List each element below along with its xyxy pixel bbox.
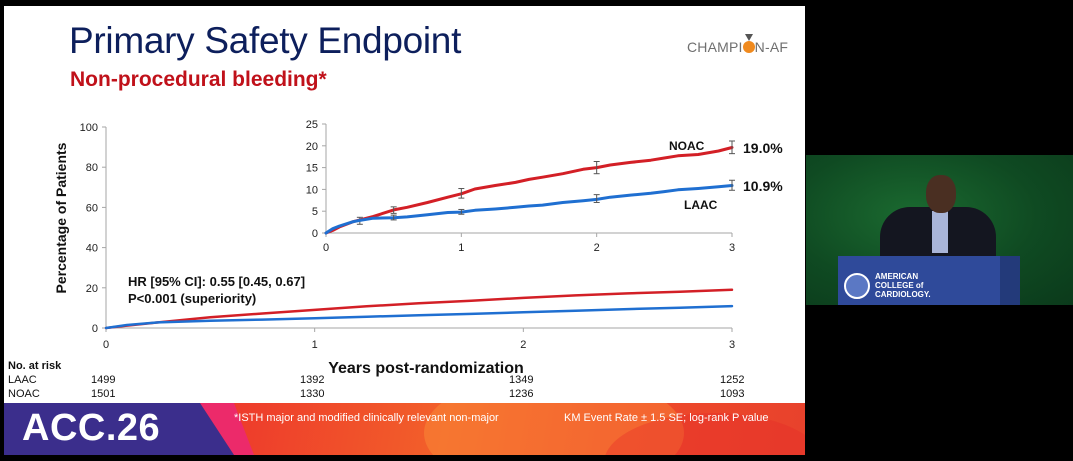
hazard-ratio-annotation: HR [95% CI]: 0.55 [0.45, 0.67] [128,274,305,289]
risk-row-label: LAAC [8,374,37,386]
speaker-video-feed: AMERICAN COLLEGE of CARDIOLOGY. [806,155,1073,305]
main-x-tick-label: 1 [312,339,318,351]
risk-cell: 1236 [509,388,534,400]
logo-text-end: N-AF [754,39,789,55]
risk-cell: 1252 [720,374,745,386]
main-y-tick-label: 80 [86,162,98,174]
inset-y-tick-label: 15 [306,163,318,175]
inset-y-tick-label: 0 [312,228,318,240]
logo-text-start: CHAMPI [687,39,743,55]
banner-decoration [424,403,684,455]
risk-cell: 1501 [91,388,116,400]
inset-y-tick-label: 25 [306,119,318,131]
main-y-tick-label: 60 [86,202,98,214]
inset-x-tick-label: 1 [458,242,464,254]
risk-cell: 1093 [720,388,745,400]
inset-y-tick-label: 20 [306,141,318,153]
main-x-tick-label: 2 [520,339,526,351]
main-series-laac [104,304,734,330]
inset-y-tick-label: 5 [312,206,318,218]
risk-cell: 1349 [509,374,534,386]
podium-text: AMERICAN COLLEGE of CARDIOLOGY. [875,272,931,299]
presentation-slide: Primary Safety Endpoint Non-procedural b… [4,6,805,455]
main-x-tick-label: 3 [729,339,735,351]
banner-brand-block [4,403,234,455]
speaker-head [926,175,956,213]
champion-af-logo: CHAMPI N-AF [687,34,789,55]
series-label-noac: NOAC [669,139,705,153]
series-label-laac: LAAC [684,198,718,212]
acc-seal-icon [844,273,870,299]
main-y-tick-label: 0 [92,323,98,335]
p-value-annotation: P<0.001 (superiority) [128,291,256,306]
slide-title: Primary Safety Endpoint [69,20,462,61]
inset-series-laac [324,184,734,235]
footnote-definition: *ISTH major and modified clinically rele… [234,412,499,424]
inset-x-tick-label: 3 [729,242,735,254]
speaker-shirt [932,211,948,253]
inset-y-tick-label: 10 [306,184,318,196]
main-y-tick-label: 20 [86,283,98,295]
inset-x-tick-label: 0 [323,242,329,254]
risk-cell: 1499 [91,374,116,386]
slide-subtitle: Non-procedural bleeding* [70,68,327,91]
main-y-tick-label: 100 [80,122,98,134]
risk-table-header: No. at risk [8,360,62,372]
acc-26-logo: ACC.26 [22,407,161,449]
y-axis-title: Percentage of Patients [53,142,69,293]
footnote-method: KM Event Rate ± 1.5 SE; log-rank P value [564,412,769,424]
end-value-laac: 10.9% [743,178,783,194]
end-value-noac: 19.0% [743,140,783,156]
main-x-tick-label: 0 [103,339,109,351]
main-y-tick-label: 40 [86,243,98,255]
inset-x-tick-label: 2 [594,242,600,254]
risk-cell: 1392 [300,374,325,386]
conference-banner: ACC.26 *ISTH major and modified clinical… [4,403,805,455]
podium-side [1000,256,1020,305]
risk-row-label: NOAC [8,388,40,400]
risk-cell: 1330 [300,388,325,400]
x-axis-title: Years post-randomization [328,360,524,377]
medal-icon [742,34,755,53]
